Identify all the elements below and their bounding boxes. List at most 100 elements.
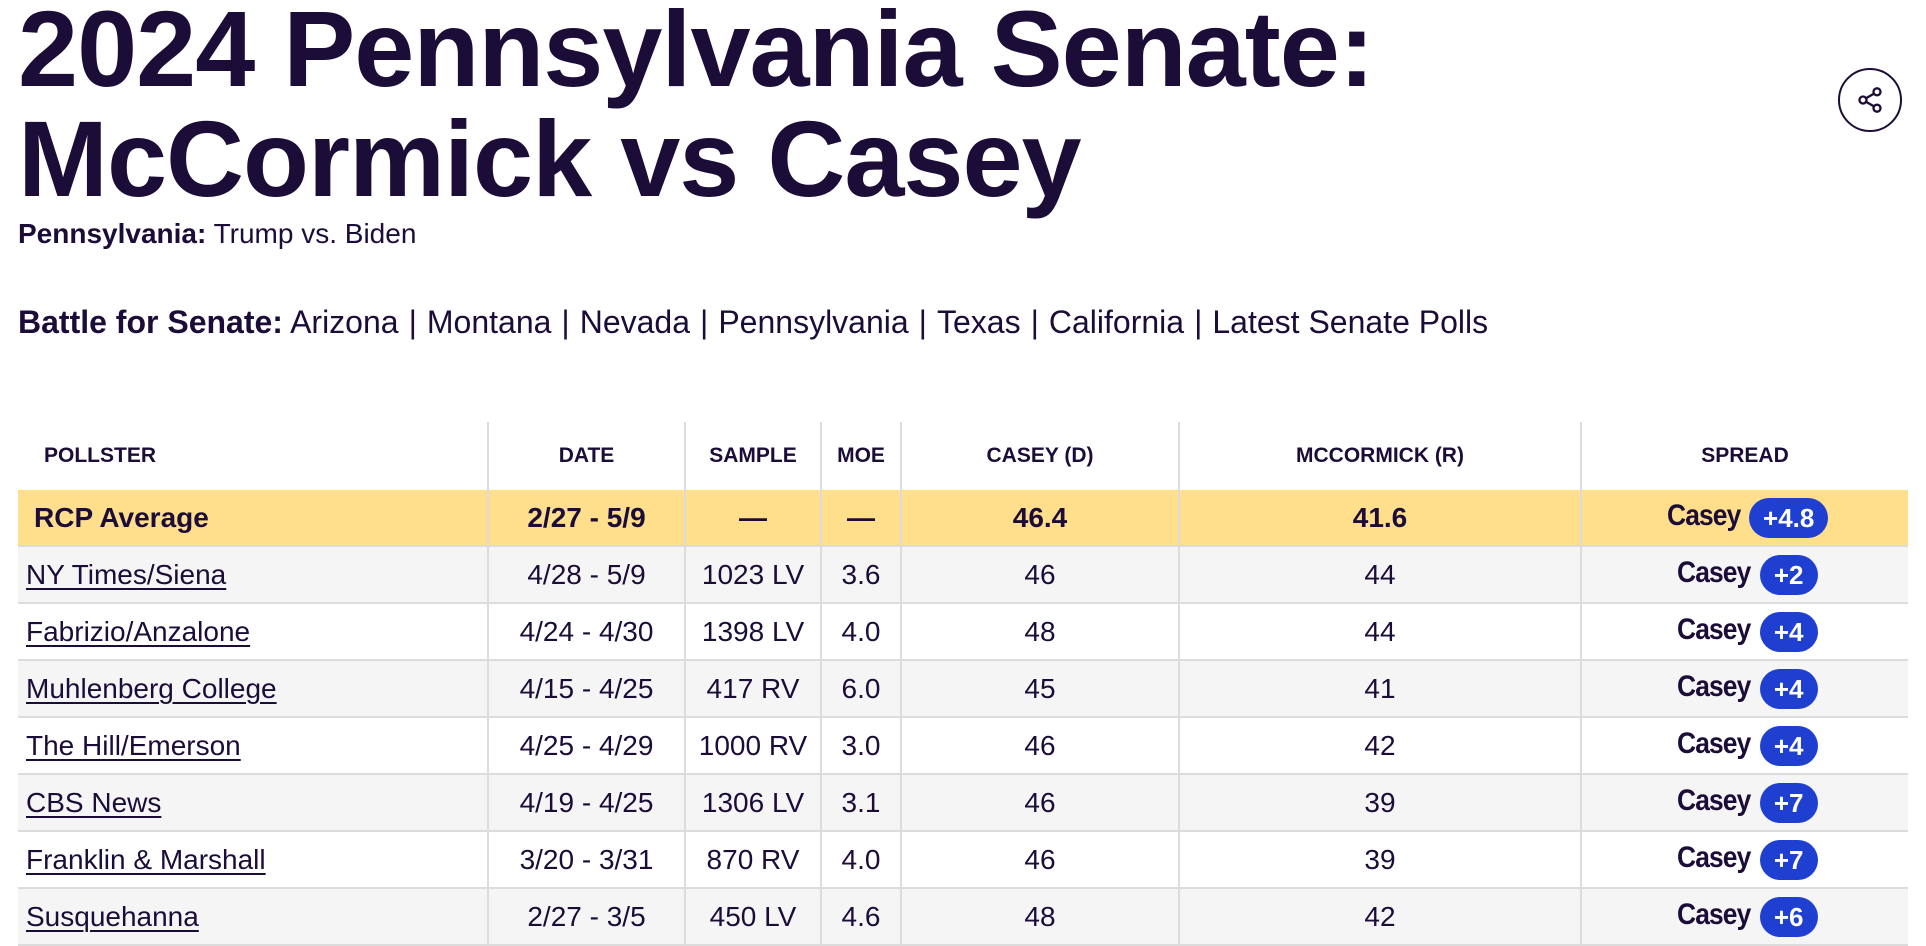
average-spread: Casey +4.8: [1580, 490, 1908, 547]
mccormick-cell: 39: [1178, 831, 1581, 889]
spread-cell: Casey +2: [1580, 546, 1908, 604]
share-button[interactable]: [1838, 68, 1902, 132]
nav-separator: |: [918, 304, 927, 340]
spread-badge: +4: [1759, 668, 1818, 709]
battle-link-arizona[interactable]: Arizona: [290, 304, 399, 340]
mccormick-cell: 41: [1178, 660, 1581, 718]
moe-cell: 4.0: [820, 831, 901, 889]
average-casey: 46.4: [900, 490, 1179, 547]
casey-cell: 46: [900, 774, 1179, 832]
battle-label: Battle for Senate:: [18, 304, 283, 340]
pollster-link[interactable]: NY Times/Siena: [26, 558, 227, 590]
spread-cell: Casey +7: [1580, 774, 1908, 832]
casey-cell: 48: [900, 603, 1179, 661]
pollster-cell: NY Times/Siena: [18, 546, 488, 604]
casey-cell: 46: [900, 717, 1179, 775]
sample-cell: 417 RV: [684, 660, 821, 718]
battle-link-montana[interactable]: Montana: [426, 304, 552, 340]
pollster-cell: Susquehanna: [18, 888, 488, 946]
date-cell: 4/25 - 4/29: [487, 717, 685, 775]
pollster-link[interactable]: Fabrizio/Anzalone: [26, 615, 251, 647]
nav-separator: |: [408, 304, 417, 340]
battle-link-nevada[interactable]: Nevada: [579, 304, 691, 340]
table-header-row: POLLSTER DATE SAMPLE MOE CASEY (D) MCCOR…: [18, 422, 1908, 490]
spread-badge: +7: [1759, 839, 1818, 880]
mccormick-cell: 44: [1178, 546, 1581, 604]
sample-cell: 450 LV: [684, 888, 821, 946]
battle-for-senate-nav: Battle for Senate: Arizona | Montana | Nevad…: [18, 300, 1908, 344]
mccormick-cell: 42: [1178, 888, 1581, 946]
moe-cell: 6.0: [820, 660, 901, 718]
spread-leader: Casey: [1677, 840, 1751, 874]
pollster-link[interactable]: CBS News: [26, 786, 162, 818]
pollster-link[interactable]: The Hill/Emerson: [26, 729, 241, 761]
casey-cell: 46: [900, 546, 1179, 604]
spread-leader: Casey: [1677, 555, 1751, 589]
table-row: The Hill/Emerson 4/25 - 4/29 1000 RV 3.0 46 4…: [18, 717, 1908, 775]
table-row: Muhlenberg College 4/15 - 4/25 417 RV 6.0 45…: [18, 660, 1908, 718]
pollster-link[interactable]: Susquehanna: [26, 900, 199, 932]
spread-badge: +7: [1759, 782, 1818, 823]
related-race-label: Pennsylvania:: [18, 218, 207, 249]
table-row: CBS News 4/19 - 4/25 1306 LV 3.1 46 39 Casey +7: [18, 774, 1908, 832]
nav-separator: |: [561, 304, 570, 340]
moe-cell: 3.0: [820, 717, 901, 775]
column-header-casey[interactable]: CASEY (D): [900, 422, 1179, 490]
mccormick-cell: 42: [1178, 717, 1581, 775]
battle-link-latest-senate-polls[interactable]: Latest Senate Polls: [1212, 304, 1489, 340]
sample-cell: 1306 LV: [684, 774, 821, 832]
spread-badge: +4: [1759, 611, 1818, 652]
nav-separator: |: [1194, 304, 1203, 340]
sample-cell: 1000 RV: [684, 717, 821, 775]
spread-cell: Casey +4: [1580, 603, 1908, 661]
casey-cell: 45: [900, 660, 1179, 718]
moe-cell: 4.0: [820, 603, 901, 661]
nav-separator: |: [1030, 304, 1039, 340]
battle-link-california[interactable]: California: [1048, 304, 1185, 340]
page-title-line-2: McCormick vs Casey: [18, 98, 1082, 219]
pollster-link[interactable]: Muhlenberg College: [26, 672, 277, 704]
spread-badge: +4.8: [1749, 497, 1829, 538]
average-pollster: RCP Average: [18, 490, 488, 547]
battle-link-texas[interactable]: Texas: [936, 304, 1021, 340]
date-cell: 4/24 - 4/30: [487, 603, 685, 661]
spread-cell: Casey +4: [1580, 660, 1908, 718]
table-row: Franklin & Marshall 3/20 - 3/31 870 RV 4.0 4…: [18, 831, 1908, 889]
pollster-cell: The Hill/Emerson: [18, 717, 488, 775]
mccormick-cell: 44: [1178, 603, 1581, 661]
spread-leader: Casey: [1666, 498, 1741, 532]
spread-leader: Casey: [1677, 897, 1751, 931]
sample-cell: 870 RV: [684, 831, 821, 889]
column-header-mccormick[interactable]: MCCORMICK (R): [1178, 422, 1581, 490]
average-mccormick: 41.6: [1178, 490, 1581, 547]
moe-cell: 3.1: [820, 774, 901, 832]
sample-cell: 1023 LV: [684, 546, 821, 604]
column-header-spread[interactable]: SPREAD: [1580, 422, 1908, 490]
spread-leader: Casey: [1677, 612, 1751, 646]
spread-leader: Casey: [1677, 669, 1751, 703]
column-header-sample[interactable]: SAMPLE: [684, 422, 821, 490]
table-row: Susquehanna 2/27 - 3/5 450 LV 4.6 48 42 Casey +…: [18, 888, 1908, 946]
related-race-link[interactable]: Trump vs. Biden: [213, 218, 417, 249]
date-cell: 4/28 - 5/9: [487, 546, 685, 604]
spread-badge: +2: [1759, 554, 1818, 595]
spread-leader: Casey: [1677, 783, 1751, 817]
column-header-date[interactable]: DATE: [487, 422, 685, 490]
date-cell: 4/19 - 4/25: [487, 774, 685, 832]
pollster-link[interactable]: Franklin & Marshall: [26, 843, 266, 875]
nav-separator: |: [700, 304, 709, 340]
battle-link-pennsylvania[interactable]: Pennsylvania: [718, 304, 909, 340]
column-header-pollster[interactable]: POLLSTER: [44, 444, 157, 467]
pollster-cell: Franklin & Marshall: [18, 831, 488, 889]
spread-badge: +4: [1759, 725, 1818, 766]
spread-cell: Casey +7: [1580, 831, 1908, 889]
casey-cell: 46: [900, 831, 1179, 889]
page-title-line-1: 2024 Pennsylvania Senate:: [18, 0, 1375, 109]
moe-cell: 4.6: [820, 888, 901, 946]
casey-cell: 48: [900, 888, 1179, 946]
column-header-moe[interactable]: MOE: [820, 422, 901, 490]
date-cell: 3/20 - 3/31: [487, 831, 685, 889]
rcp-average-row: RCP Average 2/27 - 5/9 — — 46.4 41.6 Cas…: [18, 490, 1908, 547]
share-icon: [1858, 87, 1882, 113]
sample-cell: 1398 LV: [684, 603, 821, 661]
